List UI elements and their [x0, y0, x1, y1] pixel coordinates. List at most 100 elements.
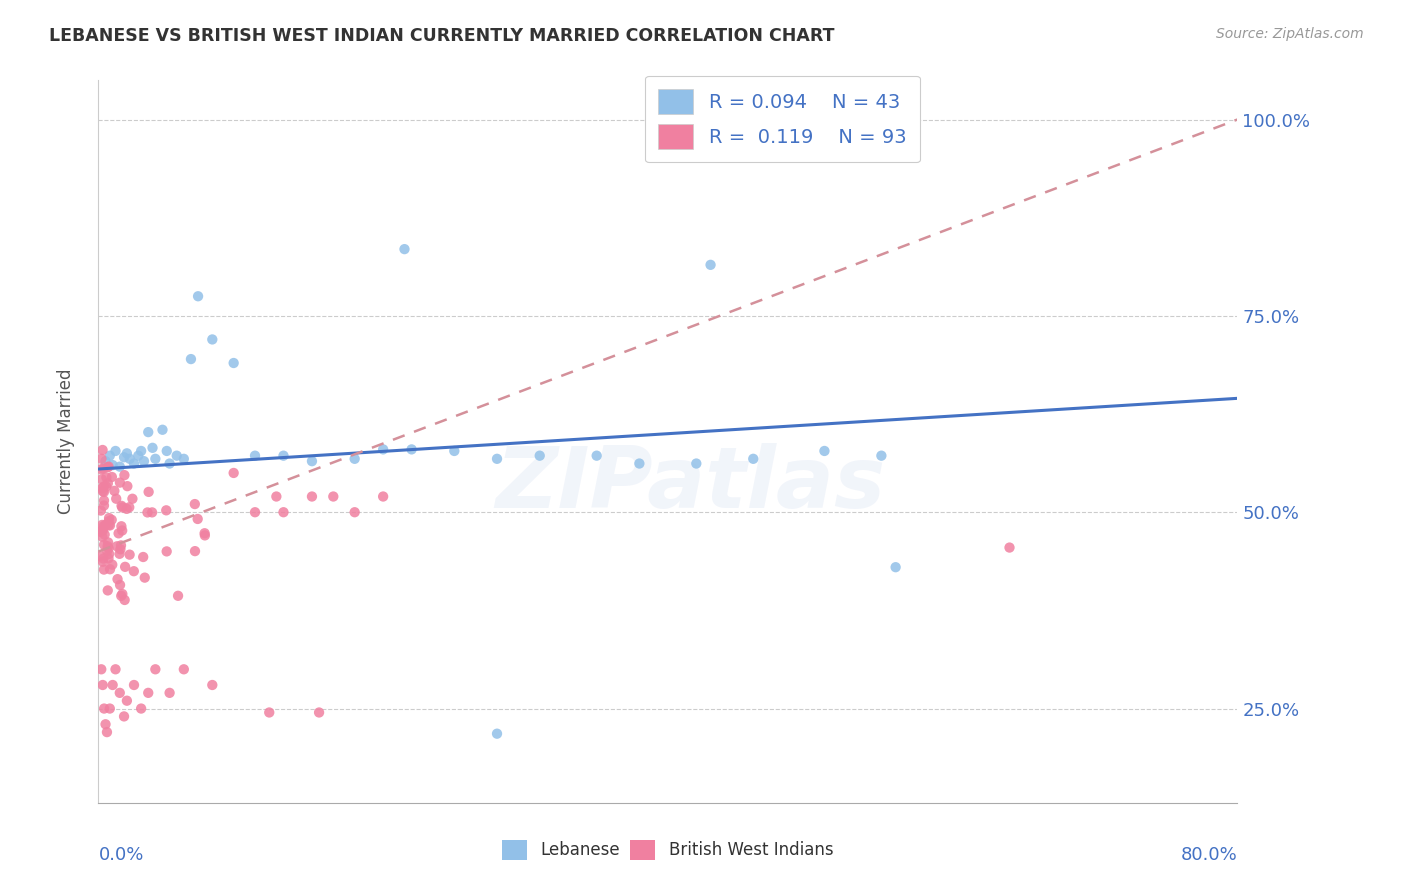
Point — [184, 497, 207, 511]
Point — [110, 538, 132, 552]
Point — [90, 662, 112, 676]
Point — [273, 505, 295, 519]
Point — [373, 442, 395, 457]
Point — [159, 686, 181, 700]
Point — [101, 458, 124, 472]
Point — [201, 333, 224, 347]
Point — [152, 423, 174, 437]
Point — [93, 527, 115, 541]
Text: 0.0%: 0.0% — [98, 846, 143, 864]
Point — [122, 678, 145, 692]
Point — [91, 678, 114, 692]
Point — [145, 451, 167, 466]
Point — [145, 662, 167, 676]
Point — [115, 446, 138, 460]
Point — [98, 547, 121, 561]
Point — [98, 518, 121, 533]
Point — [699, 258, 721, 272]
Point — [136, 425, 159, 439]
Point — [266, 490, 288, 504]
Point — [91, 555, 114, 569]
Point — [104, 662, 127, 676]
Point — [159, 457, 181, 471]
Point — [122, 564, 145, 578]
Point — [173, 451, 195, 466]
Point — [187, 512, 209, 526]
Point — [273, 449, 295, 463]
Point — [110, 542, 132, 557]
Point — [108, 547, 131, 561]
Text: Source: ZipAtlas.com: Source: ZipAtlas.com — [1216, 27, 1364, 41]
Point — [114, 559, 136, 574]
Point — [90, 503, 112, 517]
Point — [112, 709, 135, 723]
Point — [96, 470, 118, 484]
Point — [110, 499, 132, 513]
Point — [301, 490, 323, 504]
Point — [115, 501, 138, 516]
Point — [111, 500, 134, 515]
Point — [96, 544, 118, 558]
Point — [105, 491, 128, 506]
Point — [97, 535, 120, 549]
Point — [97, 551, 120, 566]
Point — [111, 587, 134, 601]
Point — [93, 479, 115, 493]
Y-axis label: Currently Married: Currently Married — [56, 368, 75, 515]
Point — [93, 551, 115, 566]
Point — [136, 505, 159, 519]
Point — [101, 558, 124, 572]
Point — [101, 470, 124, 484]
Point — [90, 451, 112, 466]
Point — [91, 461, 114, 475]
Point — [243, 505, 266, 519]
Point — [105, 539, 128, 553]
Point — [110, 519, 132, 533]
Point — [394, 242, 416, 256]
Point — [166, 449, 188, 463]
Point — [97, 460, 120, 475]
Point — [301, 454, 323, 468]
Point — [118, 500, 141, 515]
Point — [91, 524, 114, 538]
Point — [194, 528, 217, 542]
Point — [97, 476, 120, 491]
Point — [243, 449, 266, 463]
Point — [112, 468, 135, 483]
Point — [91, 442, 114, 457]
Point — [114, 593, 136, 607]
Point — [100, 513, 122, 527]
Point — [98, 562, 121, 576]
Point — [184, 544, 207, 558]
Point — [93, 701, 115, 715]
Point — [91, 523, 114, 537]
Point — [685, 457, 707, 471]
Point — [110, 589, 132, 603]
Point — [93, 484, 115, 499]
Point — [90, 524, 112, 539]
Point — [127, 449, 149, 463]
Point — [180, 352, 202, 367]
Point — [94, 518, 117, 533]
Point — [118, 548, 141, 562]
Point — [90, 472, 112, 486]
Point — [103, 483, 125, 498]
Point — [222, 466, 245, 480]
Point — [141, 441, 163, 455]
Point — [998, 541, 1021, 555]
Point — [115, 694, 138, 708]
Point — [97, 459, 120, 474]
Point — [486, 727, 509, 741]
Point — [93, 538, 115, 552]
Point — [108, 686, 131, 700]
Point — [101, 678, 124, 692]
Point — [97, 518, 120, 533]
Text: ZIPatlas: ZIPatlas — [495, 443, 886, 526]
Point — [134, 571, 156, 585]
Point — [156, 544, 179, 558]
Point — [91, 530, 114, 544]
Point — [343, 505, 366, 519]
Point — [118, 451, 141, 466]
Point — [167, 589, 190, 603]
Point — [94, 454, 117, 468]
